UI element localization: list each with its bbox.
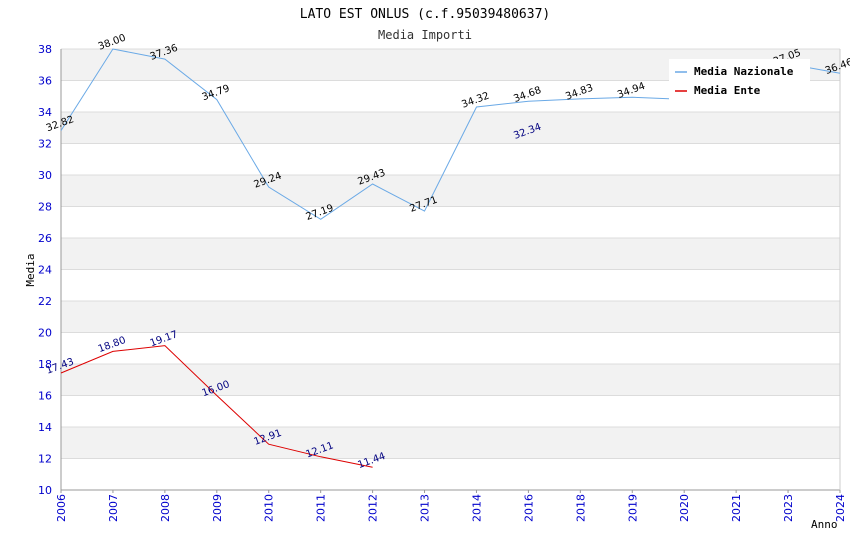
x-tick-label: 2008 [159,494,172,522]
x-tick-label: 2013 [419,494,432,522]
x-tick-label: 2024 [834,494,847,522]
y-tick-label: 38 [38,43,52,56]
x-tick-label: 2014 [470,494,483,522]
y-tick-label: 32 [38,138,52,151]
x-tick-label: 2011 [315,494,328,522]
x-tick-label: 2016 [522,494,535,522]
legend-box [669,59,810,101]
y-tick-label: 34 [38,106,52,119]
y-tick-label: 22 [38,295,52,308]
x-tick-label: 2012 [367,494,380,522]
legend-label-ente: Media Ente [694,84,761,97]
y-tick-labels: 10 12 14 16 18 20 22 24 26 28 30 32 34 36 38 [38,43,52,497]
x-tick-labels: 2006 2007 2008 2009 2010 2011 2012 2013 2014 2016… [55,490,847,522]
grid-band [61,175,840,207]
y-tick-label: 26 [38,232,52,245]
series-line [60,345,373,468]
grid-bands [61,49,840,490]
axes [60,49,841,491]
y-tick-label: 18 [38,358,52,371]
legend-label-nazionale: Media Nazionale [694,65,794,78]
y-tick-label: 24 [38,264,52,277]
x-tick-label: 2006 [55,494,68,522]
grid-band [61,427,840,459]
x-tick-label: 2021 [730,494,743,522]
x-axis-title: Anno [811,518,838,531]
x-tick-label: 2010 [263,494,276,522]
x-tick-label: 2020 [678,494,691,522]
y-tick-label: 12 [38,453,52,466]
y-tick-label: 14 [38,421,52,434]
y-tick-label: 10 [38,484,52,497]
grid-band [61,301,840,333]
x-tick-label: 2019 [626,494,639,522]
x-tick-label: 2009 [211,494,224,522]
y-tick-label: 20 [38,327,52,340]
chart-title: LATO EST ONLUS (c.f.95039480637) [300,7,550,22]
x-tick-label: 2023 [782,494,795,522]
grid-band [61,238,840,270]
x-tick-label: 2018 [574,494,587,522]
y-tick-label: 30 [38,169,52,182]
grid-band [61,206,840,238]
y-tick-label: 28 [38,201,52,214]
grid-band [61,269,840,301]
x-tick-label: 2007 [107,494,120,522]
y-tick-label: 36 [38,75,52,88]
y-tick-label: 16 [38,390,52,403]
grid-lines [61,48,840,491]
grid-band [61,112,840,144]
grid-band [61,364,840,396]
grid-band [61,332,840,364]
chart-subtitle: Media Importi [378,28,472,42]
legend: Media Nazionale Media Ente [669,59,810,101]
grid-band [61,395,840,427]
y-axis-title: Media [24,253,37,286]
grid-band [61,458,840,490]
